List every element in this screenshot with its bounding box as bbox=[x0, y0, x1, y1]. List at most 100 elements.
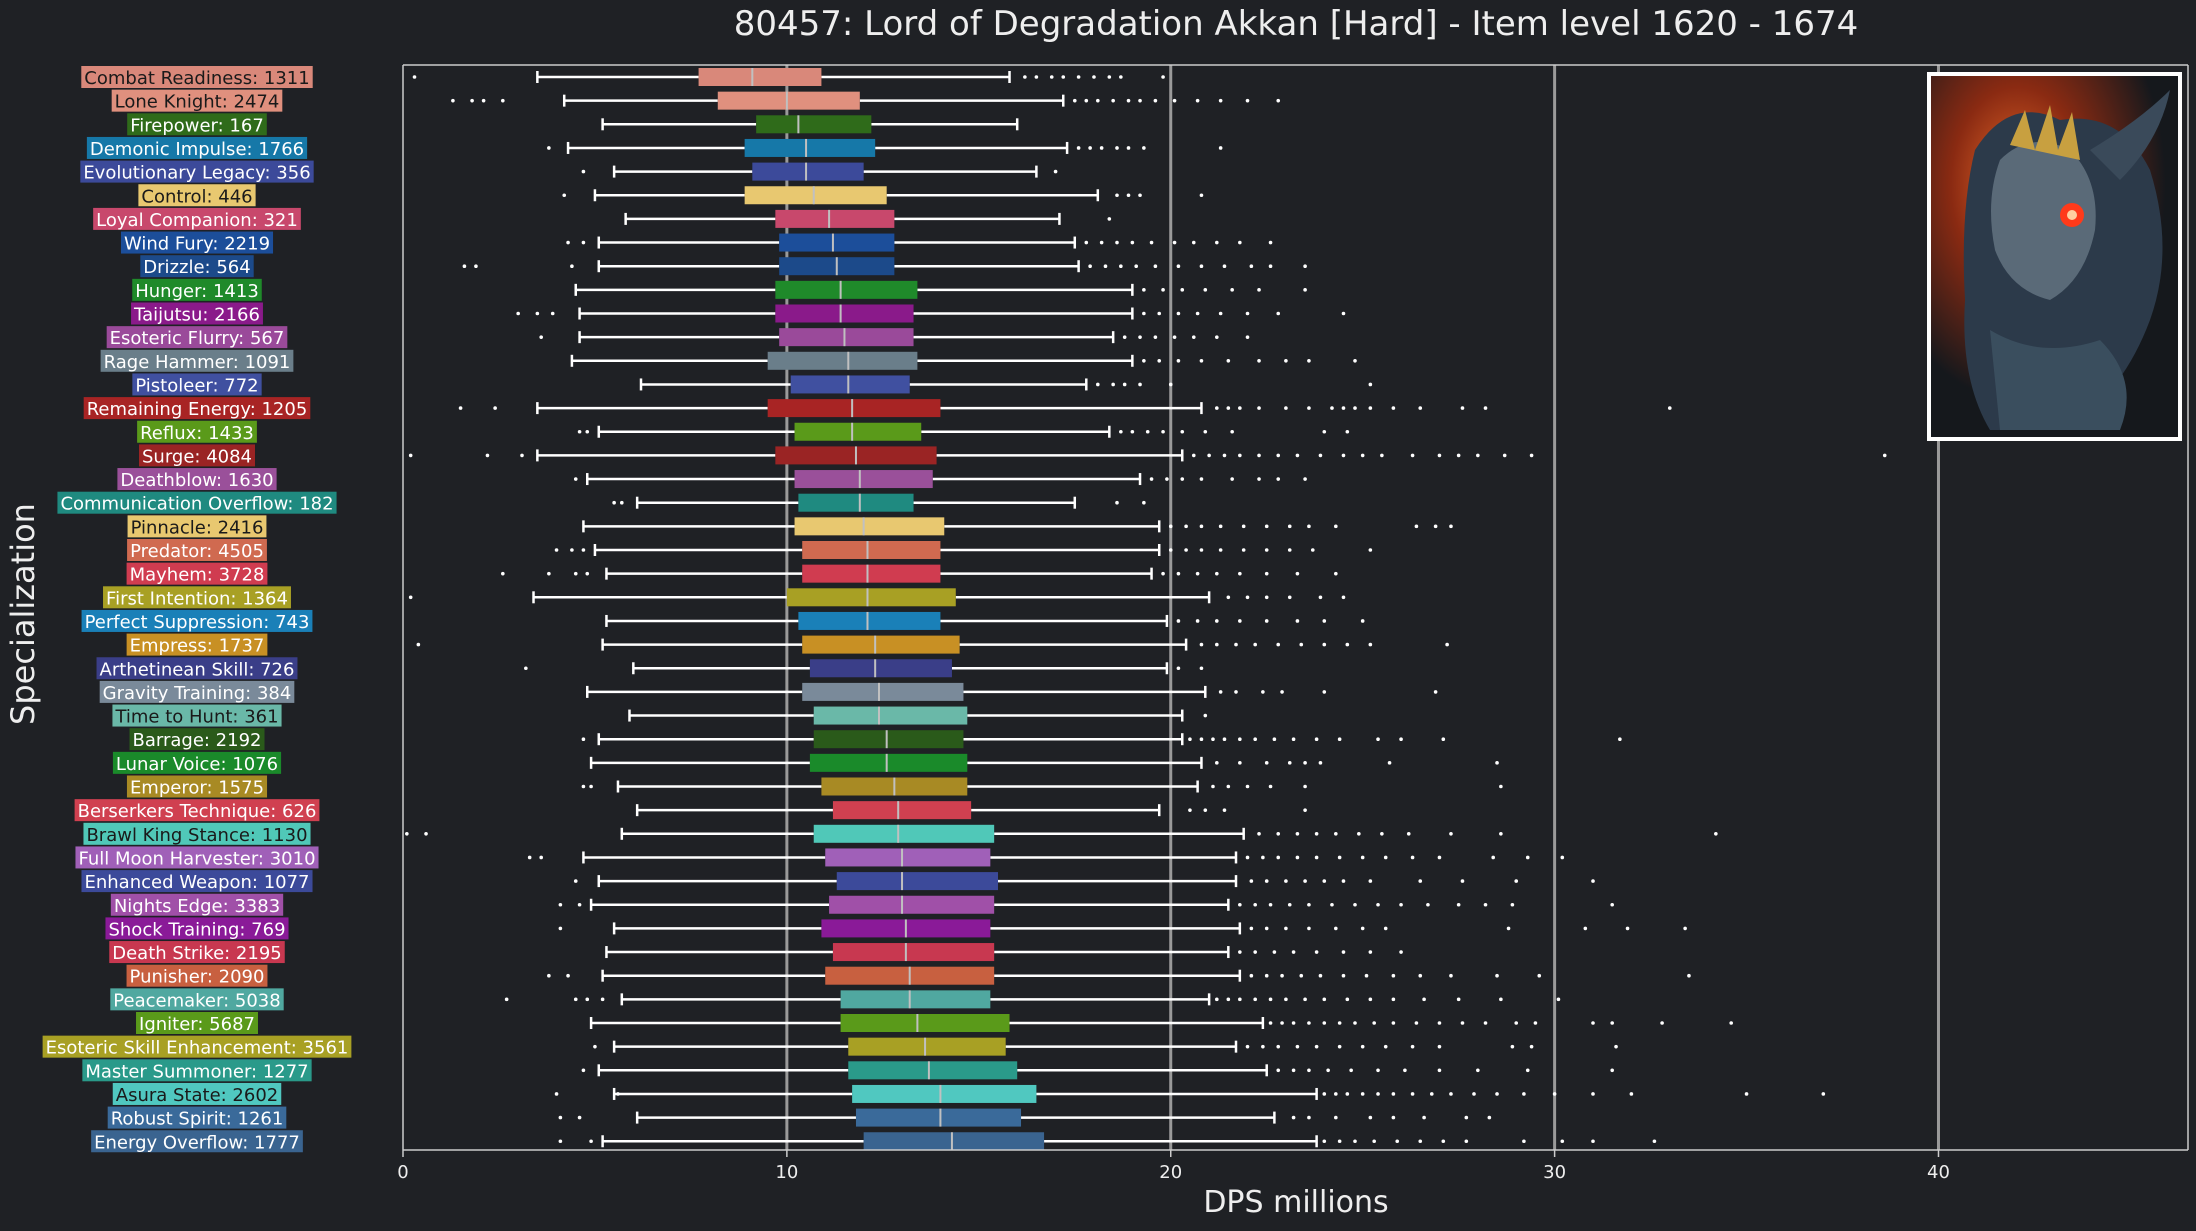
outlier-point bbox=[1560, 855, 1565, 860]
category-label-badge: Evolutionary Legacy: 356 bbox=[80, 160, 314, 184]
outlier-point bbox=[1360, 1044, 1365, 1049]
label-background bbox=[127, 515, 267, 538]
outlier-point bbox=[1284, 926, 1288, 931]
outlier-point bbox=[1238, 950, 1242, 954]
label-background bbox=[83, 822, 311, 845]
outlier-point bbox=[1341, 879, 1346, 883]
outlier-point bbox=[1376, 737, 1380, 741]
outlier-point bbox=[1134, 264, 1138, 269]
outlier-point bbox=[589, 784, 593, 789]
outlier-point bbox=[1276, 832, 1281, 836]
outlier-point bbox=[1414, 524, 1419, 529]
outlier-point bbox=[1714, 832, 1718, 836]
outlier-point bbox=[581, 784, 586, 789]
outlier-point bbox=[1368, 382, 1373, 387]
outlier-point bbox=[1115, 193, 1119, 198]
box bbox=[779, 233, 895, 252]
outlier-point bbox=[585, 571, 590, 576]
outlier-point bbox=[581, 548, 586, 552]
box bbox=[825, 848, 991, 867]
outlier-point bbox=[1238, 997, 1242, 1002]
category-label: Firepower: 167 bbox=[130, 115, 264, 136]
category-label: Death Strike: 2195 bbox=[112, 943, 282, 964]
outlier-point bbox=[1215, 406, 1219, 410]
outlier-point bbox=[1433, 524, 1438, 529]
outlier-point bbox=[1307, 406, 1311, 410]
outlier-point bbox=[1168, 548, 1173, 552]
outlier-point bbox=[1253, 902, 1257, 907]
outlier-point bbox=[1652, 1139, 1657, 1144]
outlier-point bbox=[1161, 75, 1165, 79]
box bbox=[863, 1132, 1045, 1151]
category-label: Surge: 4084 bbox=[142, 446, 252, 467]
outlier-point bbox=[585, 429, 590, 434]
outlier-point bbox=[1268, 1021, 1273, 1025]
outlier-point bbox=[1341, 406, 1346, 410]
outlier-point bbox=[1142, 311, 1146, 316]
outlier-point bbox=[1322, 997, 1327, 1002]
outlier-point bbox=[1111, 98, 1115, 103]
outlier-point bbox=[1249, 926, 1254, 931]
outlier-point bbox=[535, 311, 540, 316]
outlier-point bbox=[1172, 335, 1177, 339]
outlier-point bbox=[1107, 217, 1112, 221]
category-label-badge: Wind Fury: 2219 bbox=[120, 231, 274, 255]
box bbox=[829, 895, 995, 914]
outlier-point bbox=[520, 453, 524, 458]
outlier-point bbox=[1307, 1115, 1311, 1120]
label-background bbox=[96, 657, 298, 680]
outlier-point bbox=[1514, 879, 1519, 883]
outlier-point bbox=[1591, 1139, 1595, 1144]
outlier-point bbox=[1276, 311, 1281, 316]
outlier-point bbox=[1391, 406, 1396, 410]
box bbox=[794, 422, 922, 441]
outlier-point bbox=[1130, 429, 1135, 434]
outlier-point bbox=[1410, 1092, 1415, 1096]
outlier-point bbox=[516, 311, 520, 316]
outlier-point bbox=[1268, 997, 1273, 1002]
outlier-point bbox=[1368, 642, 1373, 647]
outlier-point bbox=[1410, 1044, 1415, 1049]
outlier-point bbox=[1660, 1021, 1664, 1025]
outlier-point bbox=[1188, 737, 1192, 741]
outlier-point bbox=[1203, 808, 1208, 812]
outlier-point bbox=[1153, 264, 1158, 269]
category-label-badge: Esoteric Flurry: 567 bbox=[106, 326, 288, 349]
outlier-point bbox=[1191, 335, 1196, 339]
outlier-point bbox=[424, 832, 428, 836]
outlier-point bbox=[1418, 879, 1423, 883]
outlier-point bbox=[1295, 832, 1300, 836]
outlier-point bbox=[1276, 642, 1281, 647]
outlier-point bbox=[1429, 1092, 1434, 1096]
outlier-point bbox=[1322, 1139, 1327, 1144]
box bbox=[832, 801, 972, 820]
category-label: Communication Overflow: 182 bbox=[60, 494, 333, 515]
category-label-badge: Berserkers Technique: 626 bbox=[74, 799, 320, 822]
outlier-point bbox=[1322, 1021, 1327, 1025]
outlier-point bbox=[1103, 264, 1108, 269]
outlier-point bbox=[1264, 973, 1269, 978]
x-tick-label: 30 bbox=[1543, 1162, 1566, 1183]
outlier-point bbox=[1391, 1115, 1396, 1120]
outlier-point bbox=[1510, 1044, 1515, 1049]
outlier-point bbox=[1422, 997, 1426, 1002]
outlier-point bbox=[1483, 406, 1488, 410]
outlier-point bbox=[416, 642, 421, 647]
outlier-point bbox=[1314, 950, 1319, 954]
outlier-point bbox=[1422, 1115, 1426, 1120]
outlier-point bbox=[1372, 1139, 1376, 1144]
category-label: Reflux: 1433 bbox=[140, 423, 254, 444]
outlier-point bbox=[1460, 1021, 1465, 1025]
outlier-point bbox=[1268, 902, 1273, 907]
label-background bbox=[111, 89, 283, 112]
outlier-point bbox=[1403, 1068, 1407, 1073]
outlier-point bbox=[1034, 75, 1039, 79]
outlier-point bbox=[1291, 1021, 1296, 1025]
outlier-point bbox=[1238, 761, 1242, 765]
outlier-point bbox=[1157, 311, 1162, 316]
outlier-point bbox=[1287, 595, 1292, 600]
label-background bbox=[81, 870, 313, 893]
box bbox=[802, 541, 941, 559]
outlier-point bbox=[1264, 879, 1269, 883]
